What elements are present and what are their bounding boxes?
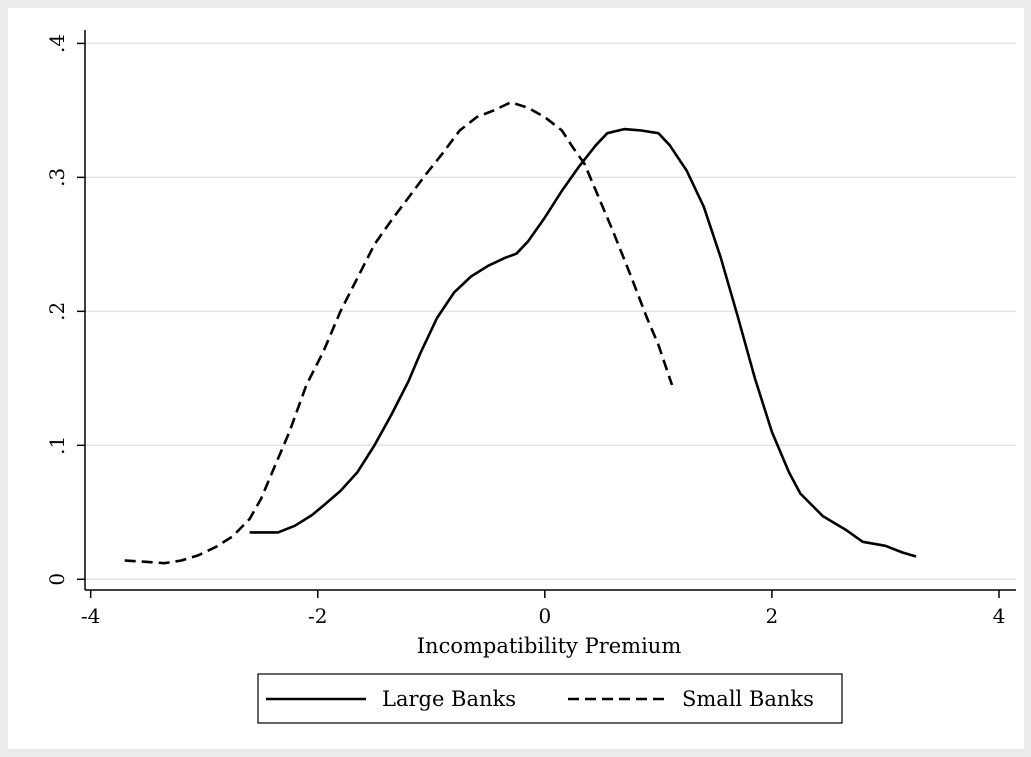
y-tick-label: .3 <box>45 168 69 187</box>
ticks-layer: 0 .1 .2 .3 .4 -4 -2 0 2 4 <box>45 34 1005 628</box>
y-tick-label: .4 <box>45 34 69 53</box>
graph-region <box>8 8 1024 749</box>
axes-layer <box>84 30 1016 591</box>
legend-label-large-banks: Large Banks <box>382 687 516 711</box>
x-tick-label: 0 <box>538 604 551 628</box>
x-tick-label: 4 <box>993 604 1006 628</box>
series-line-large-banks <box>249 127 917 558</box>
legend: Large Banks Small Banks <box>257 673 843 724</box>
x-tick-label: -4 <box>81 604 100 628</box>
y-tick-label: .2 <box>45 302 69 321</box>
grid-layer <box>85 42 1016 581</box>
x-axis-title: Incompatibility Premium <box>417 634 682 658</box>
series-layer <box>124 101 917 565</box>
series-line-small-banks <box>124 101 674 565</box>
y-tick-label: 0 <box>45 573 69 586</box>
x-tick-label: -2 <box>308 604 327 628</box>
x-tick-label: 2 <box>766 604 779 628</box>
legend-label-small-banks: Small Banks <box>682 687 814 711</box>
y-tick-label: .1 <box>45 436 69 455</box>
